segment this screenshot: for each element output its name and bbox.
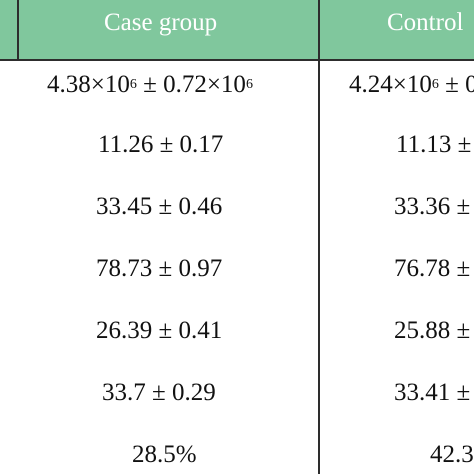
- case-row-3: 33.45 ± 0.46: [96, 193, 223, 220]
- case-row-4: 78.73 ± 0.97: [96, 255, 223, 282]
- case-row-6: 33.7 ± 0.29: [102, 379, 216, 406]
- control-row-2: 11.13 ±: [396, 131, 472, 158]
- control-row-7: 42.3: [430, 441, 474, 468]
- left-divider: [17, 0, 19, 61]
- table-header: [0, 0, 474, 61]
- control-row-5: 25.88 ±: [394, 317, 471, 344]
- control-row-6: 33.41 ±: [394, 379, 471, 406]
- control-row-4: 76.78 ±: [394, 255, 471, 282]
- case-group-header: Case group: [104, 9, 218, 36]
- control-row-1: 4.24×106 ± 0.: [349, 71, 474, 98]
- case-row-1: 4.38×106 ± 0.72×106: [47, 71, 253, 98]
- case-row-2: 11.26 ± 0.17: [98, 131, 224, 158]
- control-row-3: 33.36 ±: [394, 193, 471, 220]
- column-divider: [318, 0, 320, 474]
- case-row-5: 26.39 ± 0.41: [96, 317, 223, 344]
- case-row-7: 28.5%: [132, 441, 197, 468]
- control-header: Control: [387, 9, 464, 36]
